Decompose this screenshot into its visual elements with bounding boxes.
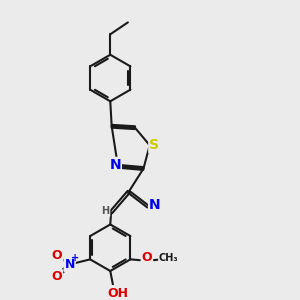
Text: O: O bbox=[52, 249, 62, 262]
Text: N: N bbox=[64, 258, 75, 271]
Text: N: N bbox=[109, 158, 121, 172]
Text: CH₃: CH₃ bbox=[159, 253, 178, 263]
Text: +: + bbox=[71, 253, 79, 263]
Text: H: H bbox=[101, 206, 110, 216]
Text: O: O bbox=[52, 270, 62, 283]
Text: N: N bbox=[149, 198, 160, 212]
Text: S: S bbox=[149, 138, 159, 152]
Text: OH: OH bbox=[107, 287, 128, 300]
Text: O: O bbox=[142, 251, 152, 264]
